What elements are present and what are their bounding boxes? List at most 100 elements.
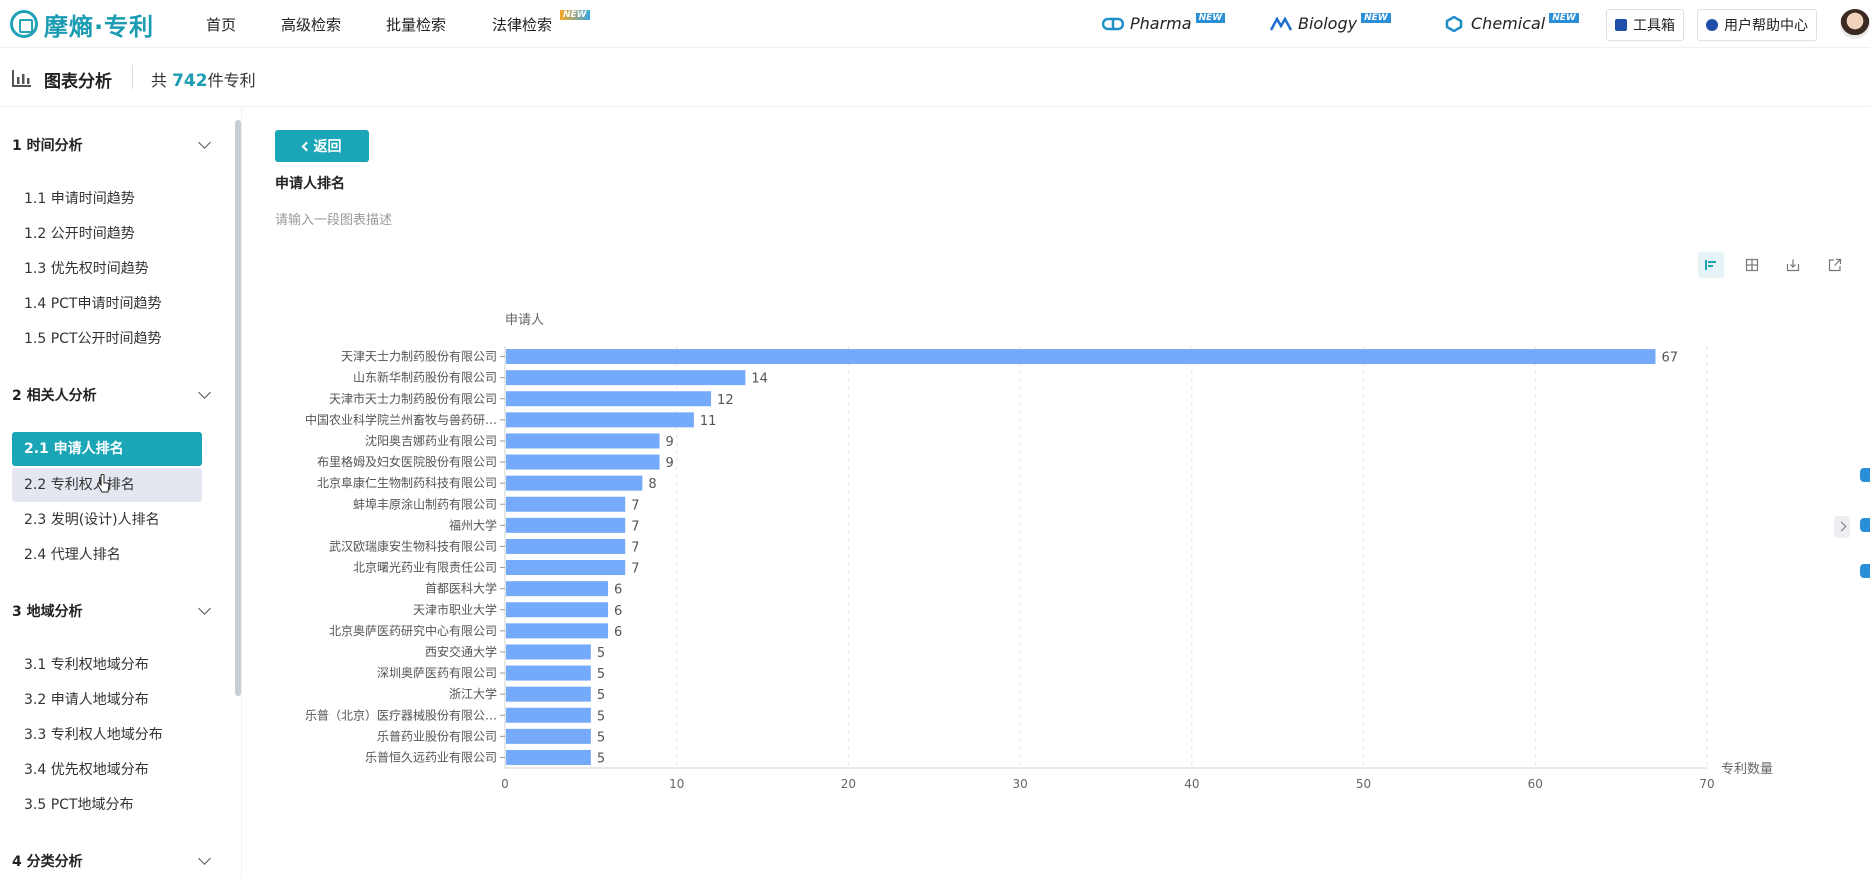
category-label: 乐普药业股份有限公司 [377, 729, 497, 743]
section-related-parties[interactable]: 2 相关人分析 [12, 388, 97, 404]
new-badge: NEW [1361, 12, 1391, 23]
x-tick-label: 10 [669, 777, 684, 791]
phone-icon[interactable] [1860, 518, 1870, 532]
sidebar-item-applicant-ranking[interactable]: 2.1 申请人排名 [12, 432, 202, 466]
chart-analysis-icon [12, 70, 31, 87]
category-label: 福州大学 [449, 517, 497, 532]
value-label: 9 [666, 435, 674, 450]
x-tick-label: 30 [1013, 777, 1028, 791]
x-tick-label: 0 [501, 777, 509, 791]
chevron-down-icon[interactable] [198, 136, 211, 149]
value-label: 5 [597, 709, 605, 724]
bar [506, 433, 660, 449]
feedback-icon[interactable] [1860, 468, 1870, 482]
nav-batch-search[interactable]: 批量检索 [386, 16, 447, 34]
download-icon[interactable] [1780, 252, 1806, 278]
category-label: 天津市天士力制药股份有限公司 [329, 391, 497, 406]
product-biology[interactable]: Biology NEW [1270, 12, 1391, 33]
category-labels: 天津天士力制药股份有限公司山东新华制药股份有限公司天津市天士力制药股份有限公司中… [305, 350, 505, 764]
section-time-analysis[interactable]: 1 时间分析 [12, 138, 83, 154]
bar [506, 749, 591, 765]
value-label: 7 [631, 562, 639, 577]
bar [506, 496, 626, 512]
product-pharma-label: Pharma [1130, 14, 1192, 33]
hand-cursor-icon [97, 474, 110, 493]
sidebar-item-publication-trend[interactable]: 1.2 公开时间趋势 [24, 226, 135, 242]
side-panel-toggle[interactable] [1834, 516, 1850, 538]
bar [506, 644, 591, 660]
bar [506, 602, 609, 618]
sidebar-item-applicant-region[interactable]: 3.2 申请人地域分布 [24, 692, 149, 708]
biology-icon [1270, 15, 1292, 31]
bar-view-icon[interactable] [1698, 252, 1724, 278]
nav-legal-search-label: 法律检索 [492, 16, 553, 34]
new-badge: NEW [560, 10, 590, 20]
chevron-down-icon[interactable] [198, 386, 211, 399]
sidebar-item-pct-application-trend[interactable]: 1.4 PCT申请时间趋势 [24, 296, 162, 312]
help-center-button[interactable]: 用户帮助中心 [1697, 9, 1817, 41]
avatar[interactable] [1840, 9, 1870, 39]
product-pharma[interactable]: Pharma NEW [1102, 12, 1226, 33]
value-label: 7 [631, 498, 639, 513]
table-view-icon[interactable] [1739, 252, 1765, 278]
new-badge: NEW [1195, 12, 1226, 23]
value-label: 8 [648, 477, 656, 492]
category-label: 山东新华制药股份有限公司 [353, 370, 497, 385]
bar [506, 581, 609, 597]
sidebar-item-priority-region[interactable]: 3.4 优先权地域分布 [24, 762, 149, 778]
value-label: 5 [597, 667, 605, 682]
value-label: 6 [614, 604, 622, 619]
x-axis-ticks: 0 10 20 30 40 50 60 70 [501, 777, 1714, 791]
category-label: 乐普恒久远药业有限公司 [365, 750, 497, 764]
chat-icon[interactable] [1860, 564, 1870, 578]
chevron-down-icon[interactable] [198, 602, 211, 615]
sidebar-item-priority-trend[interactable]: 1.3 优先权时间趋势 [24, 261, 149, 277]
toolbox-icon [1615, 19, 1627, 31]
x-tick-label: 20 [841, 777, 856, 791]
sidebar-scrollbar[interactable] [235, 120, 241, 696]
sidebar-item-pct-region[interactable]: 3.5 PCT地域分布 [24, 797, 134, 813]
value-label: 67 [1661, 351, 1678, 366]
sidebar-item-patent-region[interactable]: 3.1 专利权地域分布 [24, 657, 149, 673]
logo[interactable]: 摩熵·专利 [10, 7, 154, 41]
sidebar-item-application-trend[interactable]: 1.1 申请时间趋势 [24, 191, 135, 207]
bar [506, 412, 694, 428]
chevron-left-icon [301, 141, 311, 151]
help-center-label: 用户帮助中心 [1724, 18, 1808, 34]
bar [506, 560, 626, 576]
product-chemical-label: Chemical [1471, 14, 1546, 33]
logo-icon [10, 10, 38, 38]
product-chemical[interactable]: Chemical NEW [1443, 12, 1579, 33]
x-tick-label: 70 [1699, 777, 1714, 791]
bar [506, 623, 609, 639]
x-axis-title: 专利数量 [1721, 762, 1773, 777]
sub-header: 图表分析 共 742件专利 [0, 49, 1870, 107]
section-classification-analysis[interactable]: 4 分类分析 [12, 854, 83, 870]
sidebar-item-patentee-region[interactable]: 3.3 专利权人地域分布 [24, 727, 163, 743]
sidebar-item-inventor-ranking[interactable]: 2.3 发明(设计)人排名 [24, 512, 160, 528]
toolbox-button[interactable]: 工具箱 [1606, 9, 1684, 41]
category-label: 浙江大学 [449, 686, 497, 701]
nav-home[interactable]: 首页 [206, 16, 237, 34]
back-button[interactable]: 返回 [275, 130, 369, 162]
top-navigation: 摩熵·专利 首页 高级检索 批量检索 法律检索 NEW Pharma NEW B… [0, 0, 1870, 48]
sidebar: 1 时间分析 1.1 申请时间趋势 1.2 公开时间趋势 1.3 优先权时间趋势… [0, 108, 242, 878]
chevron-down-icon[interactable] [198, 852, 211, 865]
category-label: 北京阜康仁生物制药科技有限公司 [317, 475, 497, 490]
value-label: 9 [666, 456, 674, 471]
category-label: 蚌埠丰原涂山制药有限公司 [353, 496, 497, 511]
new-badge: NEW [1549, 12, 1579, 23]
category-label: 沈阳奥吉娜药业有限公司 [365, 433, 497, 448]
help-icon [1706, 19, 1718, 31]
value-label: 6 [614, 625, 622, 640]
nav-legal-search[interactable]: 法律检索 NEW [492, 10, 590, 35]
sidebar-item-agent-ranking[interactable]: 2.4 代理人排名 [24, 547, 121, 563]
bar [506, 707, 591, 723]
bar [506, 454, 660, 470]
category-label: 北京奥萨医药研究中心有限公司 [329, 623, 497, 638]
nav-advanced-search[interactable]: 高级检索 [281, 16, 342, 34]
chart-description-input[interactable]: 请输入一段图表描述 [275, 213, 393, 228]
section-region-analysis[interactable]: 3 地域分析 [12, 604, 83, 620]
open-external-icon[interactable] [1822, 252, 1848, 278]
sidebar-item-pct-publication-trend[interactable]: 1.5 PCT公开时间趋势 [24, 331, 162, 347]
